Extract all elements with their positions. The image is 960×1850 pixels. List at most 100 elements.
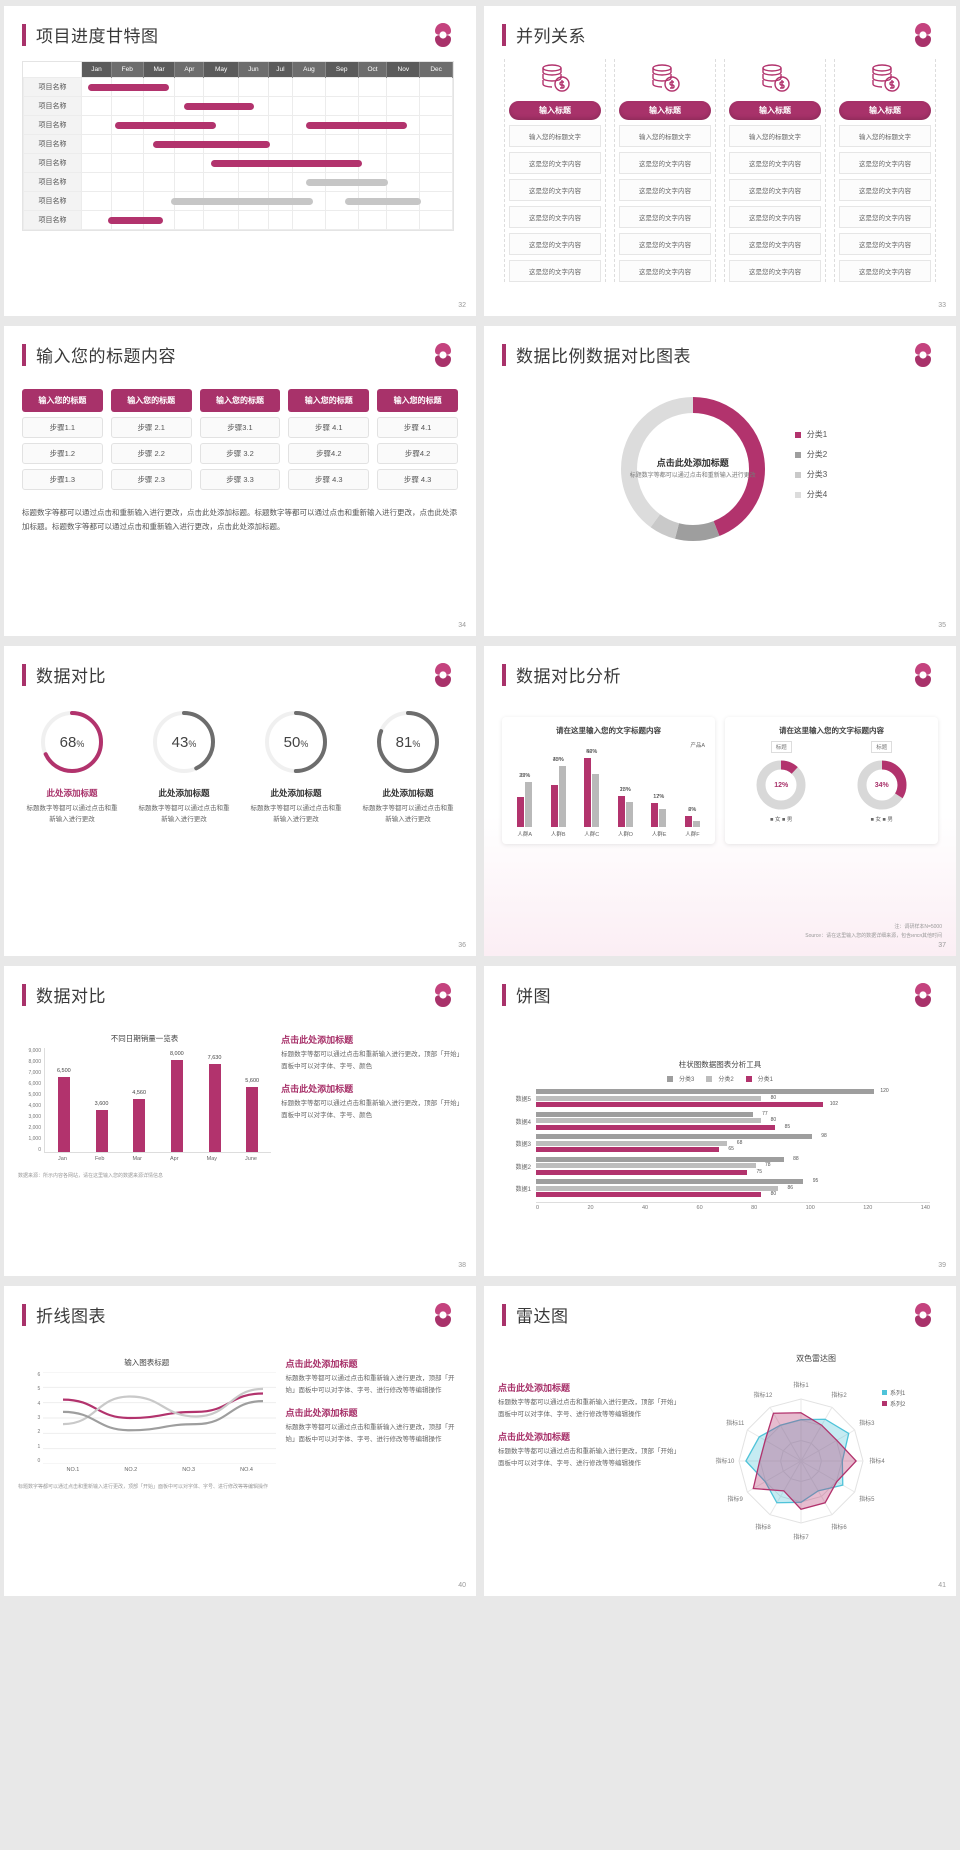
list-item[interactable]: 输入您的标题文字 [839,125,931,147]
bar[interactable]: 35% [519,773,533,827]
step-item[interactable]: 步骤4.2 [288,443,370,464]
bar[interactable]: 12% [653,794,667,827]
step-header[interactable]: 输入您的标题 [377,389,458,412]
step-item[interactable]: 步骤1.1 [22,417,103,438]
bar[interactable]: 85 [536,1124,790,1130]
step-item[interactable]: 步骤 3.3 [199,469,281,490]
step-item[interactable]: 步骤 4.3 [288,469,370,490]
bar[interactable]: 102 [536,1101,838,1107]
step-item[interactable]: 步骤 4.1 [377,417,458,438]
bar[interactable]: 2% [688,807,700,827]
slide-35-donut[interactable]: 数据比例数据对比图表 点击此处添加标题 标题数字等都可以通过点击和重新输入进行更… [484,326,956,636]
bar[interactable]: 42% [586,749,600,827]
progress-ring[interactable]: 50% 此处添加标题 标题数字等都可以通过点击和重新输入进行更改 [240,705,352,825]
step-header[interactable]: 输入您的标题 [199,389,281,412]
bar[interactable]: 86 [536,1185,793,1191]
list-item[interactable]: 这是您的文字内容 [839,179,931,201]
progress-ring[interactable]: 68% 此处添加标题 标题数字等都可以通过点击和重新输入进行更改 [16,705,128,825]
slide-33-parallel[interactable]: 并列关系 输入标题 输入您的标题文字 这是您的文字内容 这是您的文字内容 这是您的文字内… [484,6,956,316]
list-item[interactable]: 这是您的文字内容 [619,260,711,282]
column-pill-title[interactable]: 输入标题 [619,101,711,120]
step-item[interactable]: 步骤 2.3 [110,469,192,490]
column-pill-title[interactable]: 输入标题 [509,101,601,120]
line-series[interactable] [63,1400,264,1432]
list-item[interactable]: 这是您的文字内容 [729,152,821,174]
slide-32-gantt[interactable]: 项目进度甘特图 Jan Feb Mar Apr May Jun Jul Aug Sep Oct No… [4,6,476,316]
bar[interactable]: 120 [536,1088,889,1094]
step-item[interactable]: 步骤 2.2 [110,443,192,464]
list-item[interactable]: 这是您的文字内容 [509,152,601,174]
step-item[interactable]: 步骤4.2 [377,443,458,464]
list-item[interactable]: 这是您的文字内容 [729,179,821,201]
block-heading[interactable]: 点击此处添加标题 [498,1383,571,1393]
bar[interactable]: 95 [536,1178,818,1184]
bar[interactable]: 5,600 [245,1078,259,1152]
block-heading[interactable]: 点击此处添加标题 [285,1408,358,1419]
bar[interactable]: 75 [536,1169,762,1175]
step-item[interactable]: 步骤 3.2 [199,443,281,464]
step-item[interactable]: 步骤1.2 [22,443,103,464]
slide-38-columns[interactable]: 数据对比 不同日期销量一览表 9,000 8,000 7,000 6,000 5,000… [4,966,476,1276]
bar[interactable]: 65 [536,1146,734,1152]
slide-39-hbar[interactable]: 饼图 柱状图数据图表分析工具 分类3 分类2 分类1 数据5 120 80 102 数据4 7… [484,966,956,1276]
bar[interactable]: 6% [684,807,696,827]
slide-37-analysis[interactable]: 数据对比分析 请在这里输入您的文字标题内容 产品A 22% 35% 33% 49% 56… [484,646,956,956]
list-item[interactable]: 输入您的标题文字 [509,125,601,147]
donut-slice[interactable] [620,397,765,541]
step-header[interactable]: 输入您的标题 [288,389,370,412]
list-item[interactable]: 这是您的文字内容 [729,206,821,228]
list-item[interactable]: 这是您的文字内容 [839,152,931,174]
step-header[interactable]: 输入您的标题 [22,389,103,412]
radar-series[interactable] [745,1418,850,1504]
column-pill-title[interactable]: 输入标题 [839,101,931,120]
list-item[interactable]: 这是您的文字内容 [509,260,601,282]
bar[interactable]: 78 [536,1162,771,1168]
bar[interactable]: 56% [584,749,597,827]
block-heading[interactable]: 点击此处添加标题 [285,1359,358,1369]
list-item[interactable]: 输入您的标题文字 [729,125,821,147]
step-item[interactable]: 步骤1.3 [22,469,103,490]
bar[interactable]: 80 [536,1117,776,1123]
step-item[interactable]: 步骤3.1 [199,417,281,438]
list-item[interactable]: 输入您的标题文字 [619,125,711,147]
step-item[interactable]: 步骤 4.1 [288,417,370,438]
progress-ring[interactable]: 81% 此处添加标题 标题数字等都可以通过点击和重新输入进行更改 [352,705,464,825]
list-item[interactable]: 这是您的文字内容 [619,152,711,174]
line-series[interactable] [63,1387,264,1426]
bar[interactable]: 23% [617,787,631,827]
list-item[interactable]: 这是您的文字内容 [729,233,821,255]
bar[interactable]: 6,500 [57,1068,71,1152]
donut-slice[interactable] [620,397,765,541]
list-item[interactable]: 这是您的文字内容 [729,260,821,282]
radar-series[interactable] [752,1412,858,1510]
slide-36-rings[interactable]: 数据对比 68% 此处添加标题 标题数字等都可以通过点击和重新输入进行更改 43% 此处… [4,646,476,956]
column-pill-title[interactable]: 输入标题 [729,101,821,120]
list-item[interactable]: 这是您的文字内容 [509,233,601,255]
slide-41-radar[interactable]: 雷达图 点击此处添加标题 标题数字等都可以通过点击和重新输入进行更改，顶部「开始」… [484,1286,956,1596]
list-item[interactable]: 这是您的文字内容 [619,179,711,201]
bar[interactable]: 77 [536,1111,768,1117]
block-heading[interactable]: 点击此处添加标题 [498,1432,571,1443]
mini-donut[interactable]: 34% [856,759,908,811]
block-heading[interactable]: 点击此处添加标题 [281,1035,354,1045]
list-item[interactable]: 这是您的文字内容 [619,206,711,228]
bar[interactable]: 3,600 [95,1101,108,1152]
bar[interactable]: 80 [536,1095,776,1101]
bar[interactable]: 18% [620,787,633,827]
progress-ring[interactable]: 43% 此处添加标题 标题数字等都可以通过点击和重新输入进行更改 [128,705,240,825]
bar[interactable]: 88 [536,1156,799,1162]
bar[interactable]: 7,630 [208,1055,221,1152]
list-item[interactable]: 这是您的文字内容 [839,206,931,228]
bar[interactable]: 8,000 [170,1051,184,1152]
bar[interactable]: 22% [517,773,530,827]
list-item[interactable]: 这是您的文字内容 [619,233,711,255]
list-item[interactable]: 这是您的文字内容 [839,260,931,282]
list-item[interactable]: 这是您的文字内容 [509,206,601,228]
slide-40-line[interactable]: 折线图表 输入图表标题 6 5 4 3 2 1 0 NO.1 NO.2 NO.3 NO.4 标题数… [4,1286,476,1596]
bar[interactable]: 17% [651,794,664,827]
step-item[interactable]: 步骤 4.3 [377,469,458,490]
list-item[interactable]: 这是您的文字内容 [509,179,601,201]
slide-34-steps[interactable]: 输入您的标题内容 输入您的标题 步骤1.1 步骤1.2 步骤1.3 输入您的标题 步骤 2… [4,326,476,636]
bar[interactable]: 49% [553,757,566,827]
bar[interactable]: 33% [550,757,564,827]
